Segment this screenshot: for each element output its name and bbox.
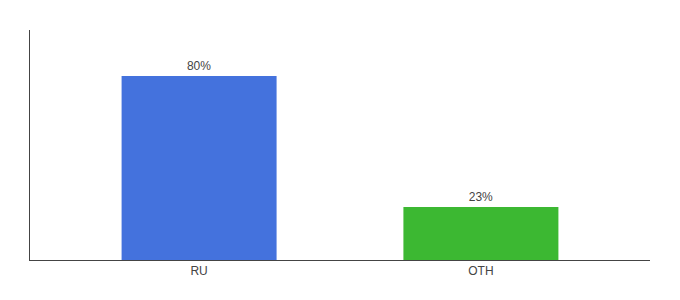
svg-text:80%: 80% <box>187 59 211 73</box>
svg-text:23%: 23% <box>469 190 493 204</box>
svg-text:OTH: OTH <box>468 264 493 278</box>
svg-text:RU: RU <box>190 264 207 278</box>
